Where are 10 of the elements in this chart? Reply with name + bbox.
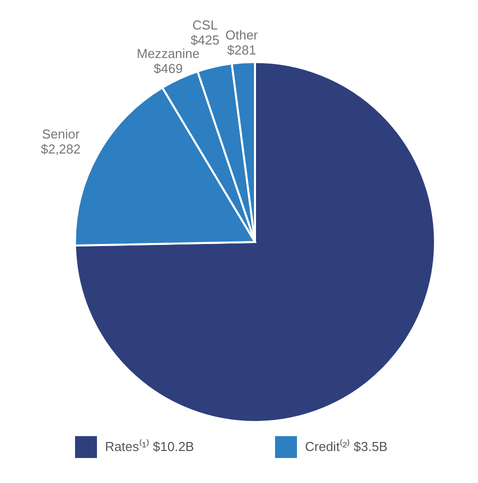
data-label: $281 [227, 42, 256, 58]
data-label: $2,282 [40, 142, 81, 157]
slice-label: CSL [192, 18, 218, 33]
text: Rates⁽¹⁾ $10.2B [105, 439, 194, 454]
text: Credit⁽²⁾ $3.5B [305, 439, 388, 454]
data-label: $469 [154, 61, 183, 76]
slice-label: Mezzanine [136, 46, 200, 62]
data-label: $425 [190, 32, 220, 48]
slice-label: Senior [42, 126, 80, 142]
slice-label: Other [225, 27, 259, 42]
